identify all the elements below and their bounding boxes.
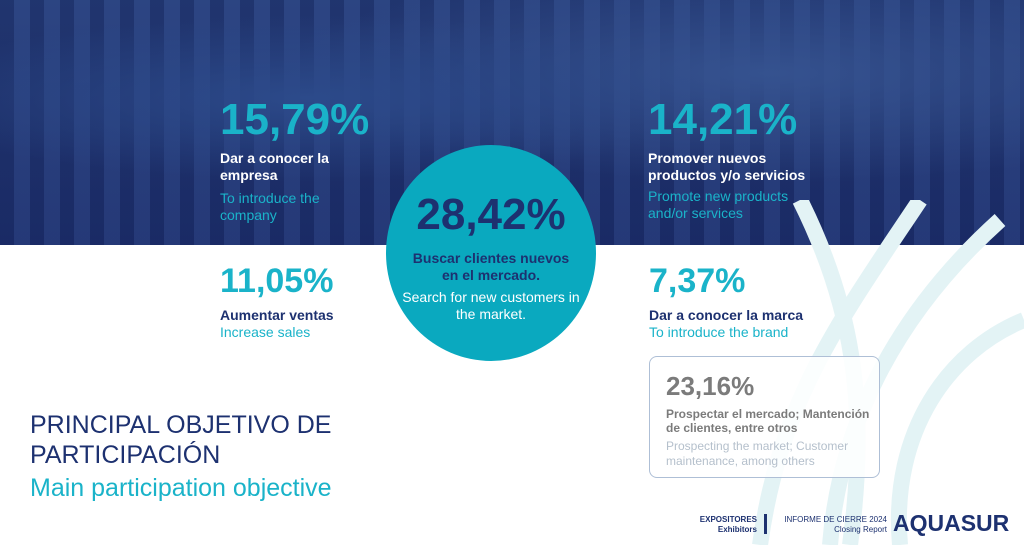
stat-label-es: Prospectar el mercado; Mantención de cli… xyxy=(666,407,870,435)
footer-section: EXPOSITORES Exhibitors xyxy=(699,515,757,534)
footer-divider xyxy=(764,514,767,534)
footer-report: INFORME DE CIERRE 2024 Closing Report xyxy=(784,515,887,534)
stat-percent: 11,05% xyxy=(220,262,334,300)
stat-label-es: Dar a conocer la empresa xyxy=(220,150,329,183)
aquasur-logo: AQUASUR xyxy=(893,510,1010,536)
stat-percent: 7,37% xyxy=(649,262,746,300)
stat-label-es: Aumentar ventas xyxy=(220,307,334,323)
stat-percent: 23,16% xyxy=(666,371,755,401)
stat-label-en: Prospecting the market; Customer mainten… xyxy=(666,439,849,468)
stat-label-es: Dar a conocer la marca xyxy=(649,307,804,323)
stat-label-en: To introduce the company xyxy=(220,190,320,223)
stat-percent: 15,79% xyxy=(220,95,370,144)
stat-label-en: Increase sales xyxy=(220,324,311,340)
stat-label-en: Search for new customers in the market. xyxy=(402,289,580,322)
page-subtitle: Main participation objective xyxy=(30,474,332,502)
stat-percent: 28,42% xyxy=(416,190,566,239)
stat-label-en: Promote new products and/or services xyxy=(648,188,789,221)
page-title: PRINCIPAL OBJETIVO DE PARTICIPACIÓN xyxy=(30,411,332,469)
stat-label-en: To introduce the brand xyxy=(649,324,789,340)
stat-label-es: Promover nuevos productos y/o servicios xyxy=(648,150,806,183)
stat-percent: 14,21% xyxy=(648,95,798,144)
other-objective-box: 23,16% Prospectar el mercado; Mantención… xyxy=(649,356,880,478)
highlight-circle: 28,42% Buscar clientes nuevos en el merc… xyxy=(386,145,596,361)
stat-label-es: Buscar clientes nuevos en el mercado. xyxy=(412,250,570,283)
